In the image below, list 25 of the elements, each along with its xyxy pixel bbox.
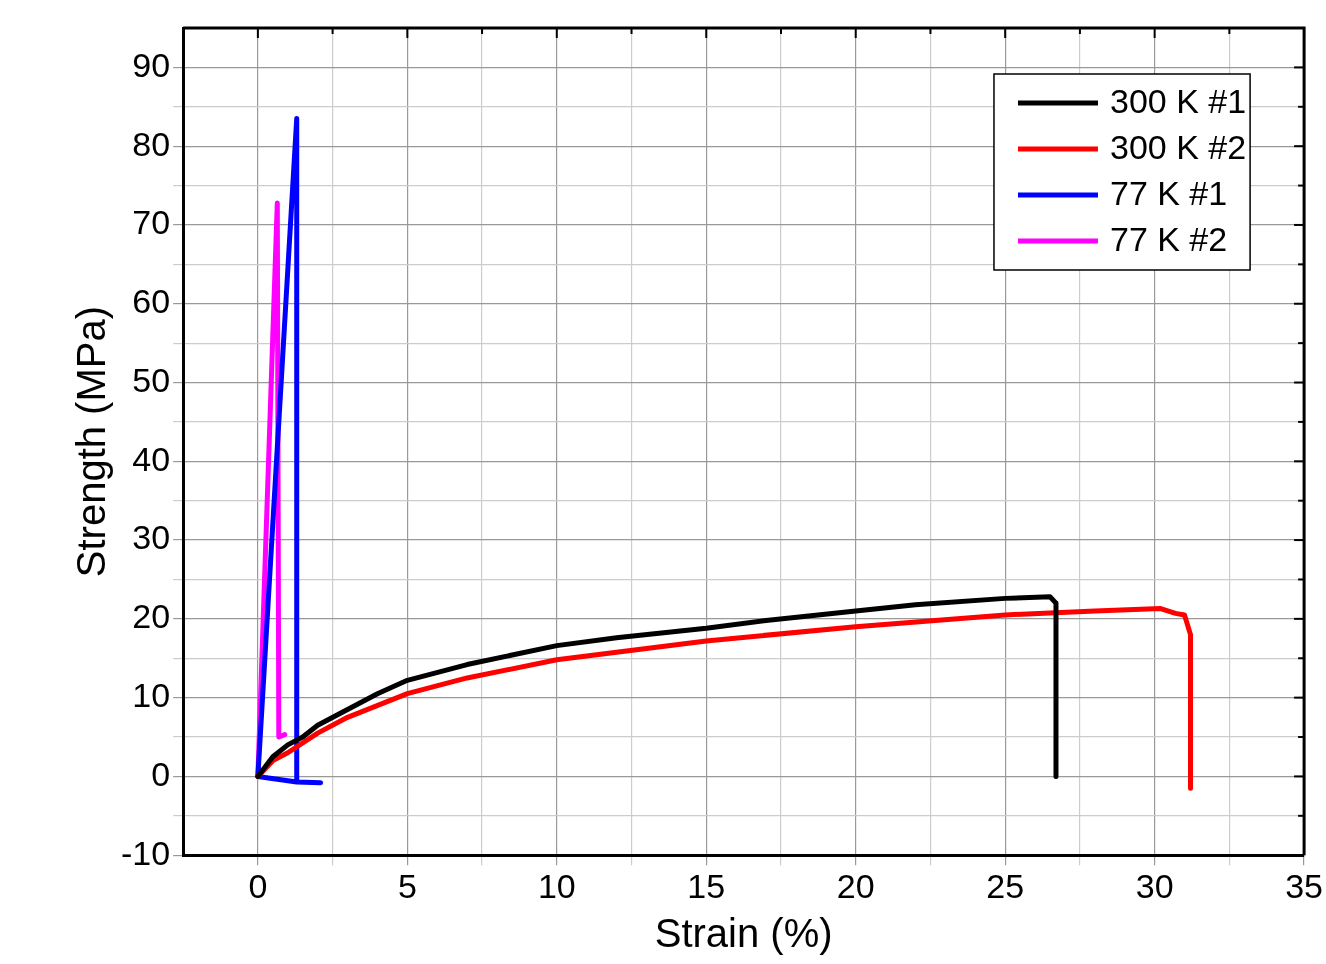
y-tick-label: 90	[132, 45, 171, 84]
y-tick-label: 0	[151, 754, 171, 793]
x-axis-title: Strain (%)	[654, 911, 833, 956]
x-tick-label: 30	[1135, 866, 1174, 905]
y-tick-label: 40	[132, 439, 171, 478]
y-tick-label: 50	[132, 360, 171, 399]
y-axis-title: Strength (MPa)	[69, 305, 114, 578]
x-tick-label: 15	[687, 866, 726, 905]
x-tick-label: 5	[397, 866, 417, 905]
x-tick-label: 25	[986, 866, 1025, 905]
legend-label: 300 K #2	[1109, 128, 1247, 167]
y-tick-label: 30	[132, 518, 171, 557]
legend-label: 77 K #1	[1109, 174, 1228, 213]
y-tick-label: 80	[132, 124, 171, 163]
y-tick-label: 70	[132, 203, 171, 242]
x-tick-label: 0	[248, 866, 268, 905]
legend-label: 300 K #1	[1109, 82, 1247, 121]
x-tick-label: 20	[836, 866, 875, 905]
y-tick-label: 20	[132, 597, 171, 636]
legend-label: 77 K #2	[1109, 220, 1228, 259]
x-tick-label: 10	[537, 866, 576, 905]
y-tick-label: 10	[132, 676, 171, 715]
y-tick-label: -10	[121, 833, 171, 872]
x-tick-label: 35	[1285, 866, 1323, 905]
y-tick-label: 60	[132, 282, 171, 321]
